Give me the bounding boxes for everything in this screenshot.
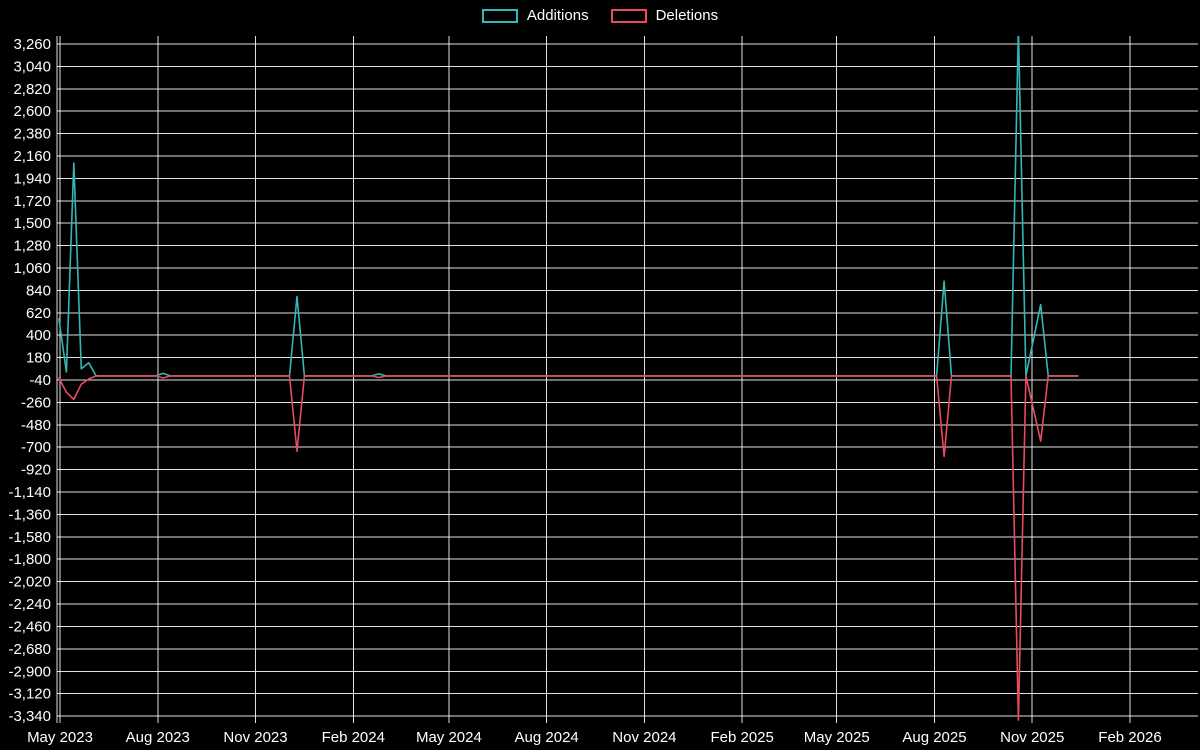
y-axis-tick-label: -3,120 [8, 686, 51, 703]
y-axis-tick-label: -480 [21, 417, 51, 434]
x-axis-tick-label: Aug 2024 [515, 729, 579, 746]
y-axis-tick-label: -40 [29, 372, 51, 389]
x-axis-tick-label: Feb 2026 [1098, 729, 1161, 746]
legend-label-additions: Additions [526, 7, 589, 24]
deletions-swatch-icon [610, 9, 647, 23]
deletions-line [58, 375, 1079, 721]
additions-line [58, 36, 1079, 377]
y-axis-tick-label: 3,260 [13, 36, 51, 53]
y-axis-tick-label: -2,900 [8, 663, 51, 680]
y-axis-tick-label: -920 [21, 462, 51, 479]
x-axis-tick-label: Feb 2025 [710, 729, 773, 746]
y-axis-tick-label: -1,360 [8, 506, 51, 523]
y-axis-tick-label: 1,720 [13, 193, 51, 210]
y-axis-tick-label: -1,800 [8, 551, 51, 568]
y-axis-tick-label: 2,160 [13, 148, 51, 165]
y-axis-tick-label: -2,460 [8, 618, 51, 635]
y-axis-tick-label: 3,040 [13, 58, 51, 75]
x-axis-tick-label: Nov 2025 [1000, 729, 1064, 746]
x-axis-tick-label: May 2024 [416, 729, 482, 746]
y-axis-tick-label: -1,140 [8, 484, 51, 501]
y-axis-tick-label: -1,580 [8, 529, 51, 546]
x-axis-tick-label: Feb 2024 [322, 729, 385, 746]
x-axis-tick-label: Aug 2025 [902, 729, 966, 746]
chart-legend: Additions Deletions [0, 7, 1200, 25]
x-axis-tick-label: Nov 2024 [612, 729, 676, 746]
y-axis-tick-label: 620 [26, 305, 51, 322]
x-axis-tick-label: Nov 2023 [223, 729, 287, 746]
legend-item-additions[interactable]: Additions [481, 7, 589, 25]
y-axis-tick-label: 2,600 [13, 103, 51, 120]
y-axis-tick-label: 180 [26, 350, 51, 367]
x-axis-tick-label: May 2023 [27, 729, 93, 746]
y-axis-tick-label: 1,060 [13, 260, 51, 277]
y-axis-tick-label: -2,020 [8, 574, 51, 591]
y-axis-tick-label: -2,240 [8, 596, 51, 613]
y-axis-tick-label: 2,380 [13, 126, 51, 143]
x-axis-tick-label: May 2025 [804, 729, 870, 746]
y-axis-tick-label: 400 [26, 327, 51, 344]
y-axis-tick-label: 1,500 [13, 215, 51, 232]
x-axis-tick-label: Aug 2023 [126, 729, 190, 746]
y-axis-tick-label: 1,940 [13, 170, 51, 187]
y-axis-tick-label: 2,820 [13, 81, 51, 98]
legend-label-deletions: Deletions [655, 7, 719, 24]
y-axis-tick-label: -3,340 [8, 708, 51, 725]
y-axis-tick-label: 1,280 [13, 238, 51, 255]
y-axis-tick-label: 840 [26, 282, 51, 299]
y-axis-tick-label: -2,680 [8, 641, 51, 658]
y-axis-tick-label: -700 [21, 439, 51, 456]
legend-item-deletions[interactable]: Deletions [610, 7, 719, 25]
y-axis-tick-label: -260 [21, 394, 51, 411]
additions-swatch-icon [481, 9, 518, 23]
